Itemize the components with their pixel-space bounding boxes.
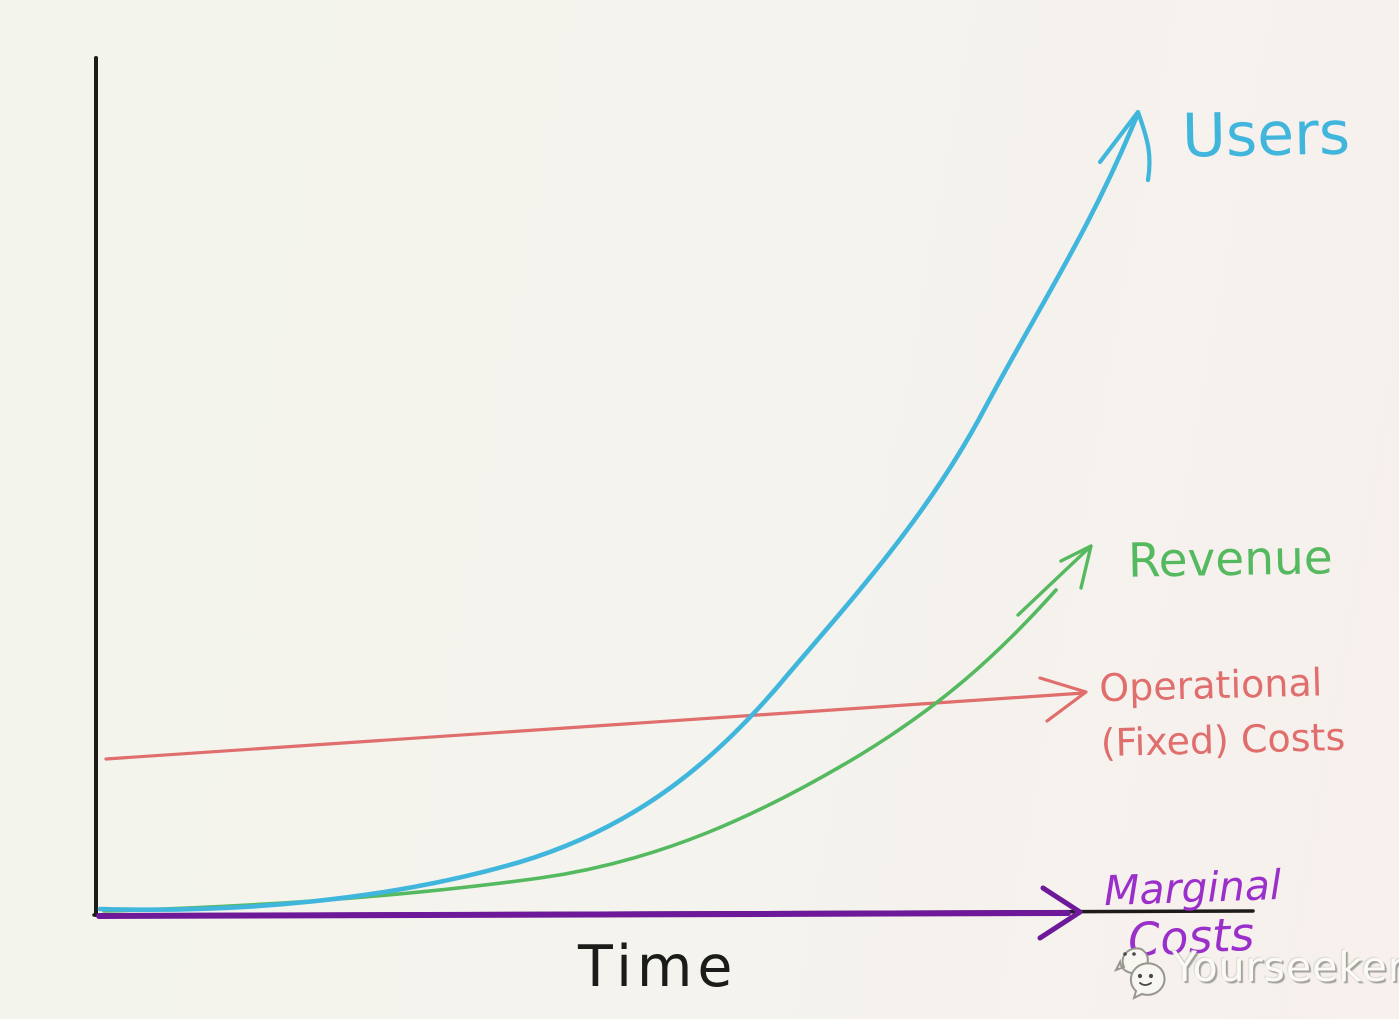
users-arrow (1097, 109, 1152, 183)
marginal-costs-line (96, 910, 1071, 919)
wechat-icon (1113, 947, 1166, 1000)
op-costs-arrow (1038, 676, 1088, 723)
users-series-label: Users (1181, 98, 1351, 172)
x-axis-title: Time (578, 934, 738, 1000)
users-curve (97, 115, 1139, 912)
operational-costs-label-line1: Operational (1098, 660, 1323, 711)
revenue-arrow (1016, 544, 1093, 617)
watermark: Yourseeker (1108, 934, 1399, 1000)
marginal-costs-label-line1: Marginal (1103, 860, 1283, 916)
operational-costs-series-label: Operational (Fixed) Costs (1099, 655, 1346, 772)
operational-costs-label-line2: (Fixed) Costs (1100, 714, 1346, 766)
watermark-text: Yourseeker (1172, 943, 1399, 991)
revenue-series-label: Revenue (1127, 530, 1334, 589)
marginal-costs-arrow (1037, 885, 1083, 941)
op-costs-line (104, 691, 1086, 761)
